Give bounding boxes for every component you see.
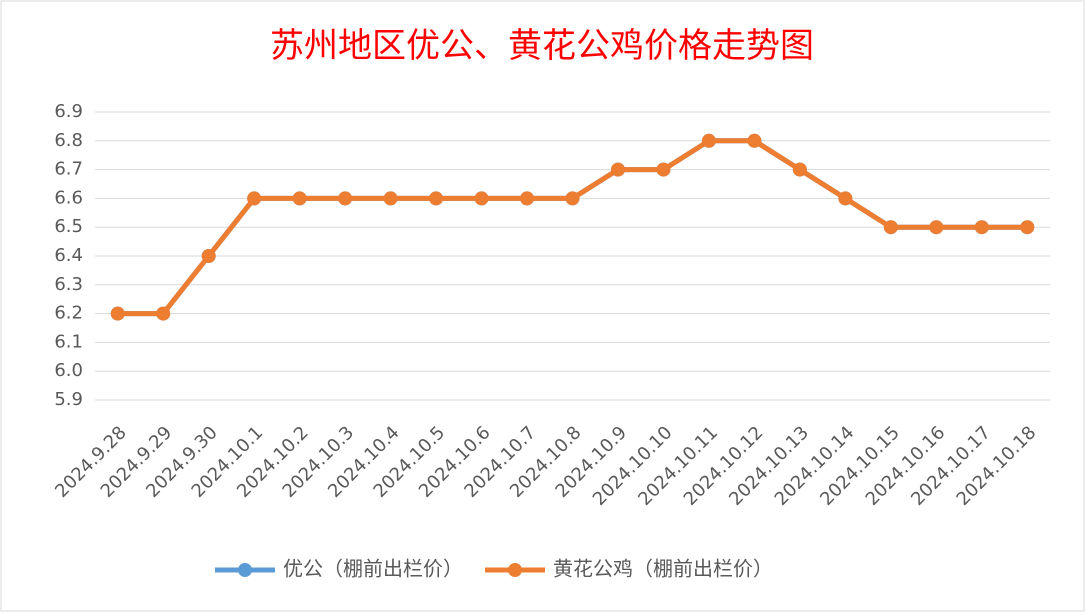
legend-marker [508,563,522,577]
point [565,191,580,206]
y-tick-label: 6.5 [54,216,83,237]
legend-marker [238,563,252,577]
point [929,220,944,235]
point [383,191,398,206]
y-tick-label: 6.7 [54,159,83,180]
legend-label: 黄花公鸡（棚前出栏价） [553,557,773,581]
y-tick-label: 6.9 [54,101,83,122]
point [792,162,807,177]
legend-label: 优公（棚前出栏价） [283,557,463,581]
point [838,191,853,206]
point [338,191,353,206]
point [701,133,716,148]
point [747,133,762,148]
point [883,220,898,235]
point [201,249,216,263]
point [610,162,625,177]
y-tick-label: 5.9 [54,389,83,410]
y-tick-label: 6.1 [54,331,83,352]
point [656,162,671,177]
point [520,191,535,206]
y-tick-label: 6.6 [54,187,83,208]
point [156,306,171,321]
point [974,220,989,235]
y-tick-label: 6.2 [54,303,83,324]
point [292,191,307,206]
point [1020,220,1035,235]
point [247,191,262,206]
point [110,306,125,321]
y-tick-label: 6.4 [54,245,83,266]
y-tick-label: 6.0 [54,360,83,381]
point [474,191,489,206]
chart-title: 苏州地区优公、黄花公鸡价格走势图 [270,26,814,66]
y-tick-label: 6.8 [54,130,83,151]
point [429,191,444,206]
y-tick-label: 6.3 [54,274,83,295]
